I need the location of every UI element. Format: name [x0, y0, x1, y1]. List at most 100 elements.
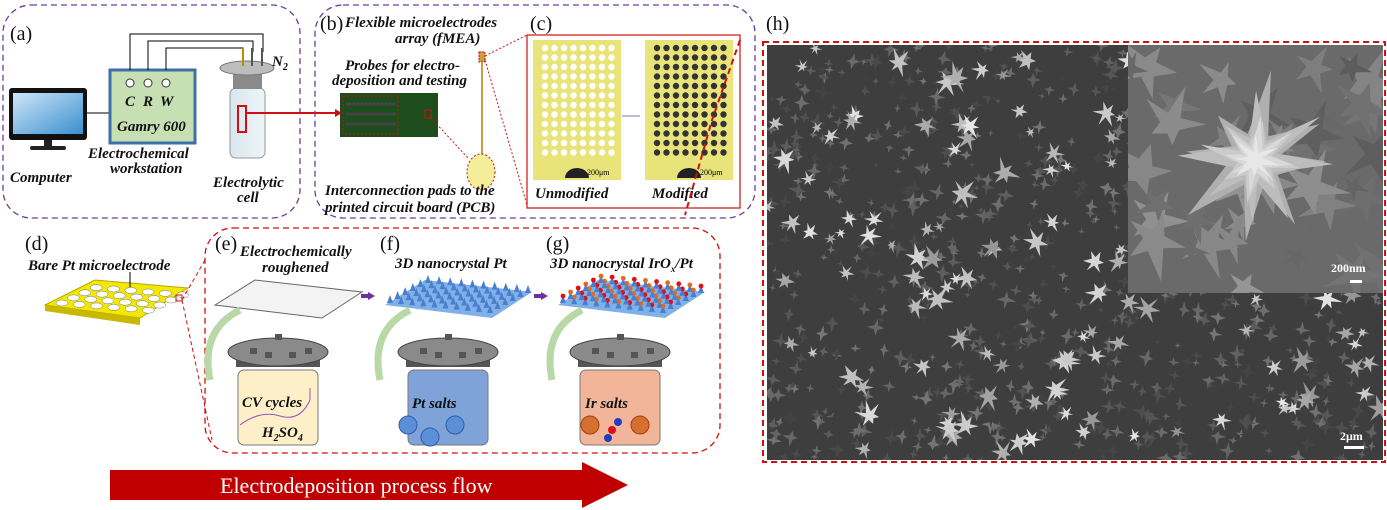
microelectrode-site: [663, 111, 670, 118]
microelectrode-site: [598, 44, 606, 52]
microelectrode-site: [682, 54, 689, 61]
microelectrode-site: [691, 82, 699, 90]
microelectrode-site: [551, 54, 558, 61]
microelectrode-site: [701, 44, 708, 52]
process-flow-arrow[interactable]: Electrodeposition process flow: [110, 462, 628, 508]
microelectrode-site: [682, 101, 689, 109]
microelectrode-site: [598, 101, 606, 109]
microelectrode-site: [560, 73, 568, 80]
computer-label: Computer: [10, 170, 72, 186]
microelectrode-site: [682, 120, 689, 128]
microelectrode-site: [136, 300, 149, 307]
workstation-label-2: workstation: [110, 161, 183, 177]
panel-e-title-1: Electrochemically: [239, 244, 352, 260]
microelectrode-site: [672, 44, 680, 52]
microelectrode-site: [570, 63, 577, 71]
microelectrode-site: [682, 44, 689, 52]
microelectrode-site: [579, 101, 587, 109]
microelectrode-site: [113, 292, 126, 299]
panel-h: (h) 200nm 2μm: [684, 13, 1386, 463]
microelectrode-site: [589, 44, 596, 52]
microelectrode-site: [541, 82, 549, 90]
beaker-icon: [204, 306, 329, 446]
microelectrode-site: [653, 82, 661, 90]
microelectrode-site: [701, 120, 708, 128]
microelectrode-site: [720, 73, 727, 80]
microelectrode-site: [691, 73, 699, 80]
microelectrode-site: [579, 73, 587, 80]
microelectrode-site: [663, 149, 670, 156]
microelectrode-site: [682, 130, 689, 137]
panel-b: (b) Flexible microelectrodes array (fMEA…: [314, 4, 756, 219]
microelectrode-site: [73, 301, 86, 308]
microelectrode-site: [589, 149, 596, 156]
microelectrode-site: [551, 92, 558, 99]
microelectrode-site: [710, 63, 718, 71]
microelectrode-site: [663, 139, 670, 147]
fmea-label-1: Flexible microelectrodes: [344, 15, 497, 31]
microelectrode-site: [608, 44, 615, 52]
pcb-board: [340, 93, 438, 137]
terminal-w: W: [160, 94, 175, 110]
microelectrode-site: [579, 54, 587, 61]
panel-d: (d) Bare Pt microelectrode: [25, 233, 190, 325]
terminal-c: C: [125, 94, 136, 110]
microelectrode-site: [701, 92, 708, 99]
microelectrode-site: [541, 139, 549, 147]
microelectrode-site: [560, 130, 568, 137]
microelectrode-site: [541, 92, 549, 99]
microelectrode-site: [653, 111, 661, 118]
microelectrode-site: [124, 287, 138, 294]
microelectrode-site: [551, 130, 558, 137]
microelectrode-site: [159, 290, 172, 297]
microelectrode-site: [710, 54, 718, 61]
microelectrode-site: [608, 101, 615, 109]
microelectrode-site: [560, 82, 568, 90]
microelectrode-site: [653, 92, 661, 99]
microelectrode-site: [90, 284, 103, 291]
panel-d-title: Bare Pt microelectrode: [27, 258, 171, 274]
microelectrode-site: [682, 63, 689, 71]
process-flow-label: Electrodeposition process flow: [220, 473, 493, 498]
microelectrode-site: [153, 301, 167, 309]
microelectrode-site: [608, 63, 615, 71]
microelectrode-site: [570, 139, 577, 147]
microelectrode-site: [710, 139, 718, 147]
microelectrode-site: [663, 130, 670, 137]
microelectrode-site: [608, 92, 615, 99]
microelectrode-site: [720, 63, 727, 71]
microelectrode-site: [710, 149, 718, 156]
microelectrode-site: [653, 63, 661, 71]
microelectrode-site: [663, 120, 670, 128]
microelectrode-site: [589, 92, 596, 99]
microelectrode-site: [570, 101, 577, 109]
microelectrode-site: [691, 92, 699, 99]
microelectrode-site: [663, 101, 670, 109]
microelectrode-site: [720, 149, 727, 156]
microelectrode-site: [701, 111, 708, 118]
microelectrode-site: [701, 139, 708, 147]
microelectrode-site: [653, 130, 661, 137]
modified-caption: Modified: [651, 186, 708, 202]
nitrogen-label: N2: [271, 54, 288, 73]
microelectrode-site: [608, 54, 615, 61]
microelectrode-site: [682, 111, 689, 118]
microelectrode-site: [541, 63, 549, 71]
microelectrode-site: [608, 130, 615, 137]
microelectrode-site: [541, 111, 549, 118]
probes-label-2: deposition and testing: [332, 73, 468, 89]
microelectrode-site: [691, 63, 699, 71]
microelectrode-site: [691, 111, 699, 118]
microelectrode-site: [653, 101, 661, 109]
microelectrode-site: [720, 92, 727, 99]
microelectrode-site: [579, 111, 587, 118]
microelectrode-site: [672, 54, 680, 61]
microelectrode-site: [682, 73, 689, 80]
step-arrow-icon: [541, 292, 548, 300]
microelectrode-site: [560, 111, 568, 118]
process-box: (e) Electrochemically roughened (f) 3D n…: [181, 227, 721, 454]
microelectrode-site: [589, 120, 596, 128]
microelectrode-site: [141, 288, 155, 296]
panel-a-label: (a): [10, 23, 32, 45]
microelectrode-site: [560, 101, 568, 109]
